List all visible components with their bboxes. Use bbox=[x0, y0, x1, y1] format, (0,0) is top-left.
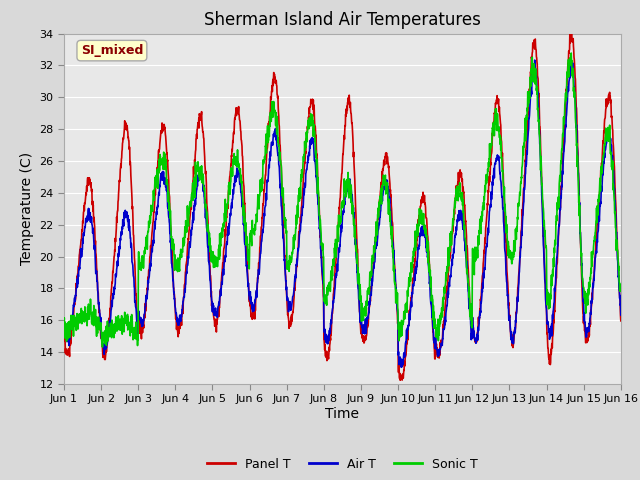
Air T bbox=[602, 147, 609, 153]
Panel T bbox=[316, 224, 324, 230]
Air T bbox=[60, 328, 68, 334]
Line: Panel T: Panel T bbox=[64, 33, 621, 380]
Sonic T bbox=[316, 216, 324, 222]
Sonic T bbox=[617, 288, 625, 294]
Panel T bbox=[568, 30, 575, 36]
Air T bbox=[499, 205, 506, 211]
Title: Sherman Island Air Temperatures: Sherman Island Air Temperatures bbox=[204, 11, 481, 29]
Air T bbox=[601, 148, 609, 154]
Line: Sonic T: Sonic T bbox=[64, 53, 621, 347]
Panel T bbox=[60, 330, 68, 336]
Panel T bbox=[602, 115, 609, 121]
Legend: Panel T, Air T, Sonic T: Panel T, Air T, Sonic T bbox=[202, 453, 483, 476]
Panel T bbox=[601, 116, 609, 121]
X-axis label: Time: Time bbox=[325, 407, 360, 421]
Sonic T bbox=[499, 168, 506, 173]
Air T bbox=[331, 287, 339, 293]
Air T bbox=[397, 364, 405, 370]
Panel T bbox=[617, 318, 625, 324]
Y-axis label: Temperature (C): Temperature (C) bbox=[20, 152, 34, 265]
Sonic T bbox=[99, 344, 106, 350]
Sonic T bbox=[88, 320, 96, 325]
Panel T bbox=[88, 202, 96, 208]
Sonic T bbox=[602, 135, 609, 141]
Panel T bbox=[396, 377, 404, 383]
Air T bbox=[531, 57, 539, 63]
Panel T bbox=[331, 275, 339, 280]
Sonic T bbox=[331, 241, 339, 247]
Air T bbox=[617, 312, 625, 318]
Line: Air T: Air T bbox=[64, 60, 621, 367]
Air T bbox=[316, 228, 324, 234]
Panel T bbox=[499, 160, 506, 166]
Sonic T bbox=[601, 142, 609, 148]
Sonic T bbox=[60, 322, 68, 327]
Text: SI_mixed: SI_mixed bbox=[81, 44, 143, 57]
Sonic T bbox=[568, 50, 575, 56]
Air T bbox=[88, 224, 96, 230]
